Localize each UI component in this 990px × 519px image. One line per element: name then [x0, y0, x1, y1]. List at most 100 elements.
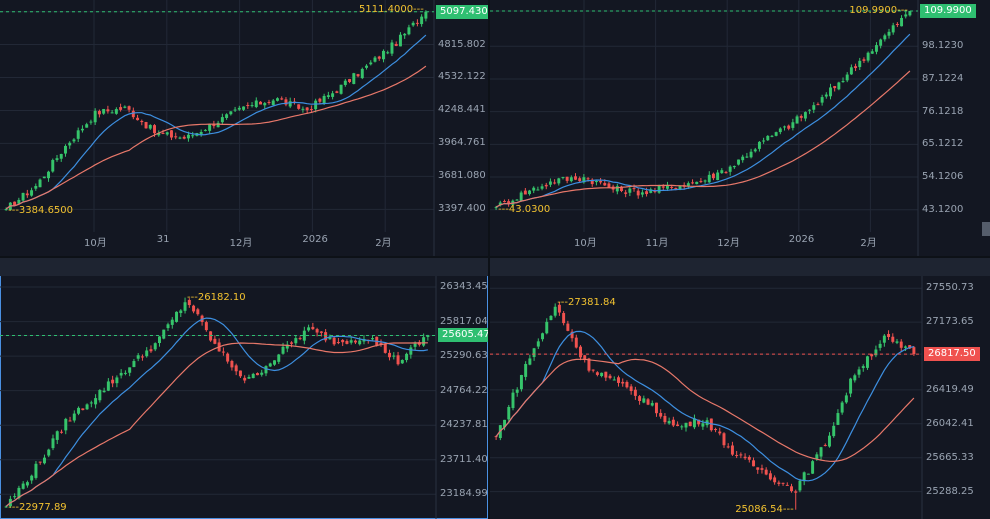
candle-body	[701, 423, 705, 427]
y-tick-label: 26419.49	[926, 383, 974, 395]
candle-body	[832, 425, 836, 437]
ma20-line	[5, 34, 427, 210]
candle-body	[753, 149, 757, 152]
candle-body	[345, 341, 349, 344]
scroll-handle[interactable]	[982, 222, 990, 236]
chart-canvas[interactable]	[490, 258, 990, 519]
chart-panel-top-right[interactable]: 109.9900 98.1230 87.1224 76.1218 65.1212 54.1…	[490, 0, 990, 256]
chart-panel-top-left[interactable]: 5097.430 4815.802 4532.122 4248.441 3964.761…	[0, 0, 488, 256]
candle-body	[386, 52, 390, 54]
candle-body	[263, 103, 267, 106]
candle-body	[4, 209, 8, 211]
candle-body	[229, 111, 233, 115]
candle-body	[519, 375, 523, 390]
chart-canvas[interactable]	[0, 0, 488, 256]
candle-body	[192, 305, 196, 312]
candle-body	[81, 408, 85, 411]
candle-body	[768, 473, 772, 480]
candle-body	[903, 346, 907, 348]
candle-body	[328, 337, 332, 340]
candle-body	[179, 310, 183, 314]
x-tick-label: 10月	[84, 238, 107, 249]
candle-body	[778, 128, 782, 133]
ma20-line	[5, 317, 429, 507]
y-tick-label: 3397.400	[438, 203, 486, 215]
candle-body	[795, 116, 799, 124]
ma-legend[interactable]	[6, 5, 24, 16]
candle-body	[760, 468, 764, 470]
candle-body	[38, 179, 42, 188]
candle-body	[803, 112, 807, 119]
candle-body	[599, 181, 603, 183]
candle-body	[298, 338, 302, 340]
ma-legend[interactable]	[6, 283, 24, 294]
candle-body	[110, 112, 114, 114]
candle-body	[203, 129, 207, 131]
chart-header[interactable]	[0, 258, 488, 276]
candle-body	[695, 181, 699, 185]
ma-legend[interactable]	[496, 283, 514, 294]
candle-body	[657, 185, 661, 193]
candle-body	[507, 201, 511, 205]
candle-body	[339, 84, 343, 94]
candle-body	[578, 178, 582, 182]
candle-body	[34, 463, 38, 478]
candle-body	[528, 358, 532, 365]
candle-body	[607, 183, 611, 188]
candle-body	[553, 182, 557, 184]
candle-body	[98, 390, 102, 401]
y-tick-label: 54.1206	[922, 171, 964, 183]
candle-body	[413, 343, 417, 347]
candle-body	[400, 360, 404, 364]
candle-body	[887, 334, 891, 337]
candle-body	[747, 456, 751, 460]
candle-body	[798, 480, 802, 491]
ma50-line	[5, 65, 427, 210]
high-annotation: 109.9900---	[849, 5, 908, 16]
y-tick-label: 27173.65	[926, 316, 974, 328]
chart-panel-hsi[interactable]: 26817.50 27550.73 27173.65 26419.49 26042.41…	[490, 258, 990, 519]
candle-body	[370, 338, 374, 340]
candle-body	[524, 363, 528, 377]
candle-body	[895, 23, 899, 25]
x-tick-label: 12月	[229, 238, 253, 249]
candle-body	[732, 166, 736, 168]
candle-body	[398, 34, 402, 47]
chart-panel-ndx[interactable]: 25605.47 26343.45 25817.04 25290.63 24764.22…	[0, 258, 488, 519]
candle-body	[381, 50, 385, 60]
candle-body	[829, 87, 832, 97]
current-price-label: 5097.430	[436, 4, 488, 19]
current-price-label: 26817.50	[924, 347, 980, 362]
candle-body	[515, 199, 519, 201]
candle-body	[667, 421, 671, 424]
y-tick-label: 26343.45	[440, 281, 488, 293]
candle-body	[861, 366, 865, 368]
candle-body	[638, 396, 642, 401]
candle-body	[841, 81, 845, 83]
candle-body	[208, 123, 212, 131]
candle-body	[17, 199, 21, 204]
candle-body	[756, 467, 760, 470]
candle-body	[908, 11, 912, 16]
ma-legend[interactable]	[496, 5, 514, 16]
ma50-line	[495, 70, 911, 208]
candle-body	[21, 483, 25, 489]
candle-body	[140, 120, 144, 123]
candle-body	[196, 309, 200, 315]
chart-canvas[interactable]	[490, 0, 990, 256]
candle-body	[536, 189, 540, 191]
candle-body	[724, 172, 728, 174]
chart-header[interactable]	[490, 258, 990, 276]
candle-body	[726, 446, 730, 448]
candle-body	[629, 386, 633, 391]
candle-body	[591, 369, 595, 371]
candle-body	[785, 484, 789, 486]
candle-body	[882, 335, 886, 343]
candle-body	[587, 358, 591, 371]
candle-body	[650, 403, 654, 406]
chart-canvas[interactable]	[0, 258, 488, 519]
candle-body	[30, 475, 34, 481]
candle-body	[590, 179, 594, 185]
candle-body	[34, 186, 38, 189]
candle-body	[812, 105, 816, 110]
